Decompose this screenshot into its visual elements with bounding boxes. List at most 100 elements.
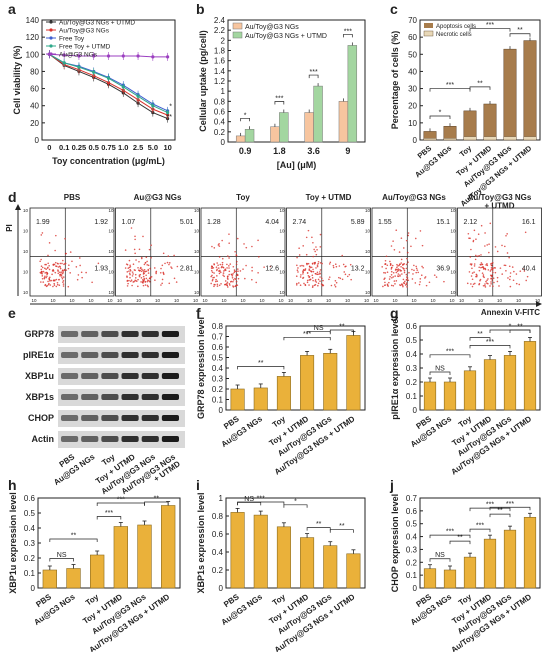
event-dot bbox=[223, 270, 225, 272]
event-dot bbox=[145, 277, 148, 280]
event-dot bbox=[482, 274, 485, 276]
event-dot bbox=[478, 266, 480, 269]
event-dot bbox=[416, 269, 419, 271]
event-dot bbox=[130, 280, 132, 283]
event-dot bbox=[228, 242, 230, 244]
event-dot bbox=[338, 265, 341, 267]
event-dot bbox=[226, 275, 229, 278]
event-dot bbox=[296, 256, 298, 259]
event-dot bbox=[405, 239, 408, 242]
event-dot bbox=[126, 285, 129, 287]
event-dot bbox=[222, 272, 225, 274]
event-dot bbox=[481, 263, 484, 266]
event-dot bbox=[160, 267, 162, 270]
quadrant-ur: 15.1 bbox=[436, 219, 450, 226]
event-dot bbox=[224, 280, 227, 282]
event-dot bbox=[486, 264, 489, 267]
chart-b-ytick-label: 0.4 bbox=[214, 118, 226, 127]
event-dot bbox=[64, 237, 66, 240]
chart-j-ylabel: CHOP expression level bbox=[390, 494, 400, 592]
event-dot bbox=[220, 266, 223, 269]
event-dot bbox=[235, 263, 238, 266]
event-dot bbox=[55, 285, 58, 288]
event-dot bbox=[443, 280, 445, 283]
quadrant-ur: 16.1 bbox=[522, 219, 536, 226]
flow-x-tick: 10 bbox=[136, 298, 142, 303]
event-dot bbox=[150, 244, 152, 247]
event-dot bbox=[507, 277, 509, 279]
blot-band bbox=[101, 436, 119, 442]
legend-swatch bbox=[423, 30, 434, 37]
flow-x-tick: 10 bbox=[516, 298, 522, 303]
event-dot bbox=[162, 273, 165, 276]
significance-label: ** bbox=[477, 80, 483, 87]
event-dot bbox=[470, 248, 472, 251]
event-dot bbox=[515, 273, 518, 275]
significance-bracket bbox=[237, 501, 285, 505]
flow-y-tick: 10 bbox=[279, 249, 285, 254]
event-dot bbox=[304, 284, 307, 287]
event-dot bbox=[210, 269, 213, 272]
blot-band bbox=[121, 352, 139, 358]
x-tick-label: 5.0 bbox=[148, 143, 158, 152]
event-dot bbox=[228, 273, 230, 276]
bar bbox=[503, 529, 517, 589]
event-dot bbox=[398, 264, 400, 267]
event-dot bbox=[489, 285, 491, 287]
event-dot bbox=[76, 278, 79, 281]
event-dot bbox=[175, 281, 178, 283]
event-dot bbox=[59, 273, 62, 276]
event-dot bbox=[328, 276, 331, 278]
event-dot bbox=[477, 233, 480, 236]
event-dot bbox=[269, 265, 272, 268]
event-dot bbox=[489, 263, 492, 265]
event-dot bbox=[302, 276, 305, 279]
blot-band bbox=[161, 373, 179, 379]
quadrant-lr: 2.81 bbox=[180, 265, 194, 272]
significance-label: *** bbox=[486, 339, 494, 346]
event-dot bbox=[314, 283, 317, 286]
event-dot bbox=[383, 271, 385, 274]
data-point bbox=[62, 61, 66, 65]
event-dot bbox=[308, 279, 311, 281]
legend-label: Apoptosis cells bbox=[436, 24, 476, 30]
event-dot bbox=[215, 278, 217, 281]
chart-f-frame bbox=[225, 325, 366, 411]
event-dot bbox=[144, 280, 147, 283]
blot-band bbox=[161, 436, 179, 442]
event-dot bbox=[488, 251, 490, 254]
event-dot bbox=[80, 271, 83, 274]
event-dot bbox=[170, 266, 172, 268]
significance-bracket bbox=[96, 516, 122, 520]
event-dot bbox=[226, 282, 228, 285]
x-tick-label: 0.9 bbox=[239, 146, 252, 156]
event-dot bbox=[52, 285, 54, 288]
legend-marker bbox=[49, 44, 53, 48]
chart-a-ytick-label: 60 bbox=[30, 85, 39, 94]
significance-label: ** bbox=[167, 114, 173, 121]
event-dot bbox=[216, 285, 219, 287]
event-dot bbox=[211, 245, 213, 248]
event-dot bbox=[221, 263, 224, 266]
event-dot bbox=[402, 263, 405, 266]
event-dot bbox=[124, 267, 127, 269]
event-dot bbox=[392, 276, 395, 278]
x-tick-label: 0.25 bbox=[72, 143, 87, 152]
event-dot bbox=[220, 283, 222, 285]
event-dot bbox=[389, 260, 391, 263]
event-dot bbox=[384, 263, 387, 265]
event-dot bbox=[480, 262, 483, 264]
event-dot bbox=[341, 254, 344, 257]
flow-y-tick: 10 bbox=[450, 290, 456, 295]
event-dot bbox=[317, 262, 319, 265]
event-dot bbox=[308, 284, 310, 286]
event-dot bbox=[52, 279, 55, 281]
event-dot bbox=[48, 264, 50, 267]
event-dot bbox=[147, 268, 150, 271]
event-dot bbox=[79, 257, 81, 259]
bar-apoptosis bbox=[523, 40, 537, 141]
event-dot bbox=[311, 262, 314, 265]
event-dot bbox=[475, 238, 477, 241]
blot-band bbox=[141, 331, 159, 337]
event-dot bbox=[525, 279, 527, 282]
